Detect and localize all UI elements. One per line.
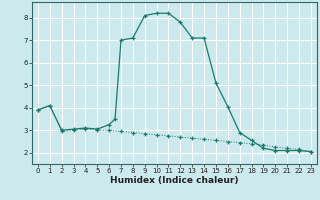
X-axis label: Humidex (Indice chaleur): Humidex (Indice chaleur): [110, 176, 239, 185]
